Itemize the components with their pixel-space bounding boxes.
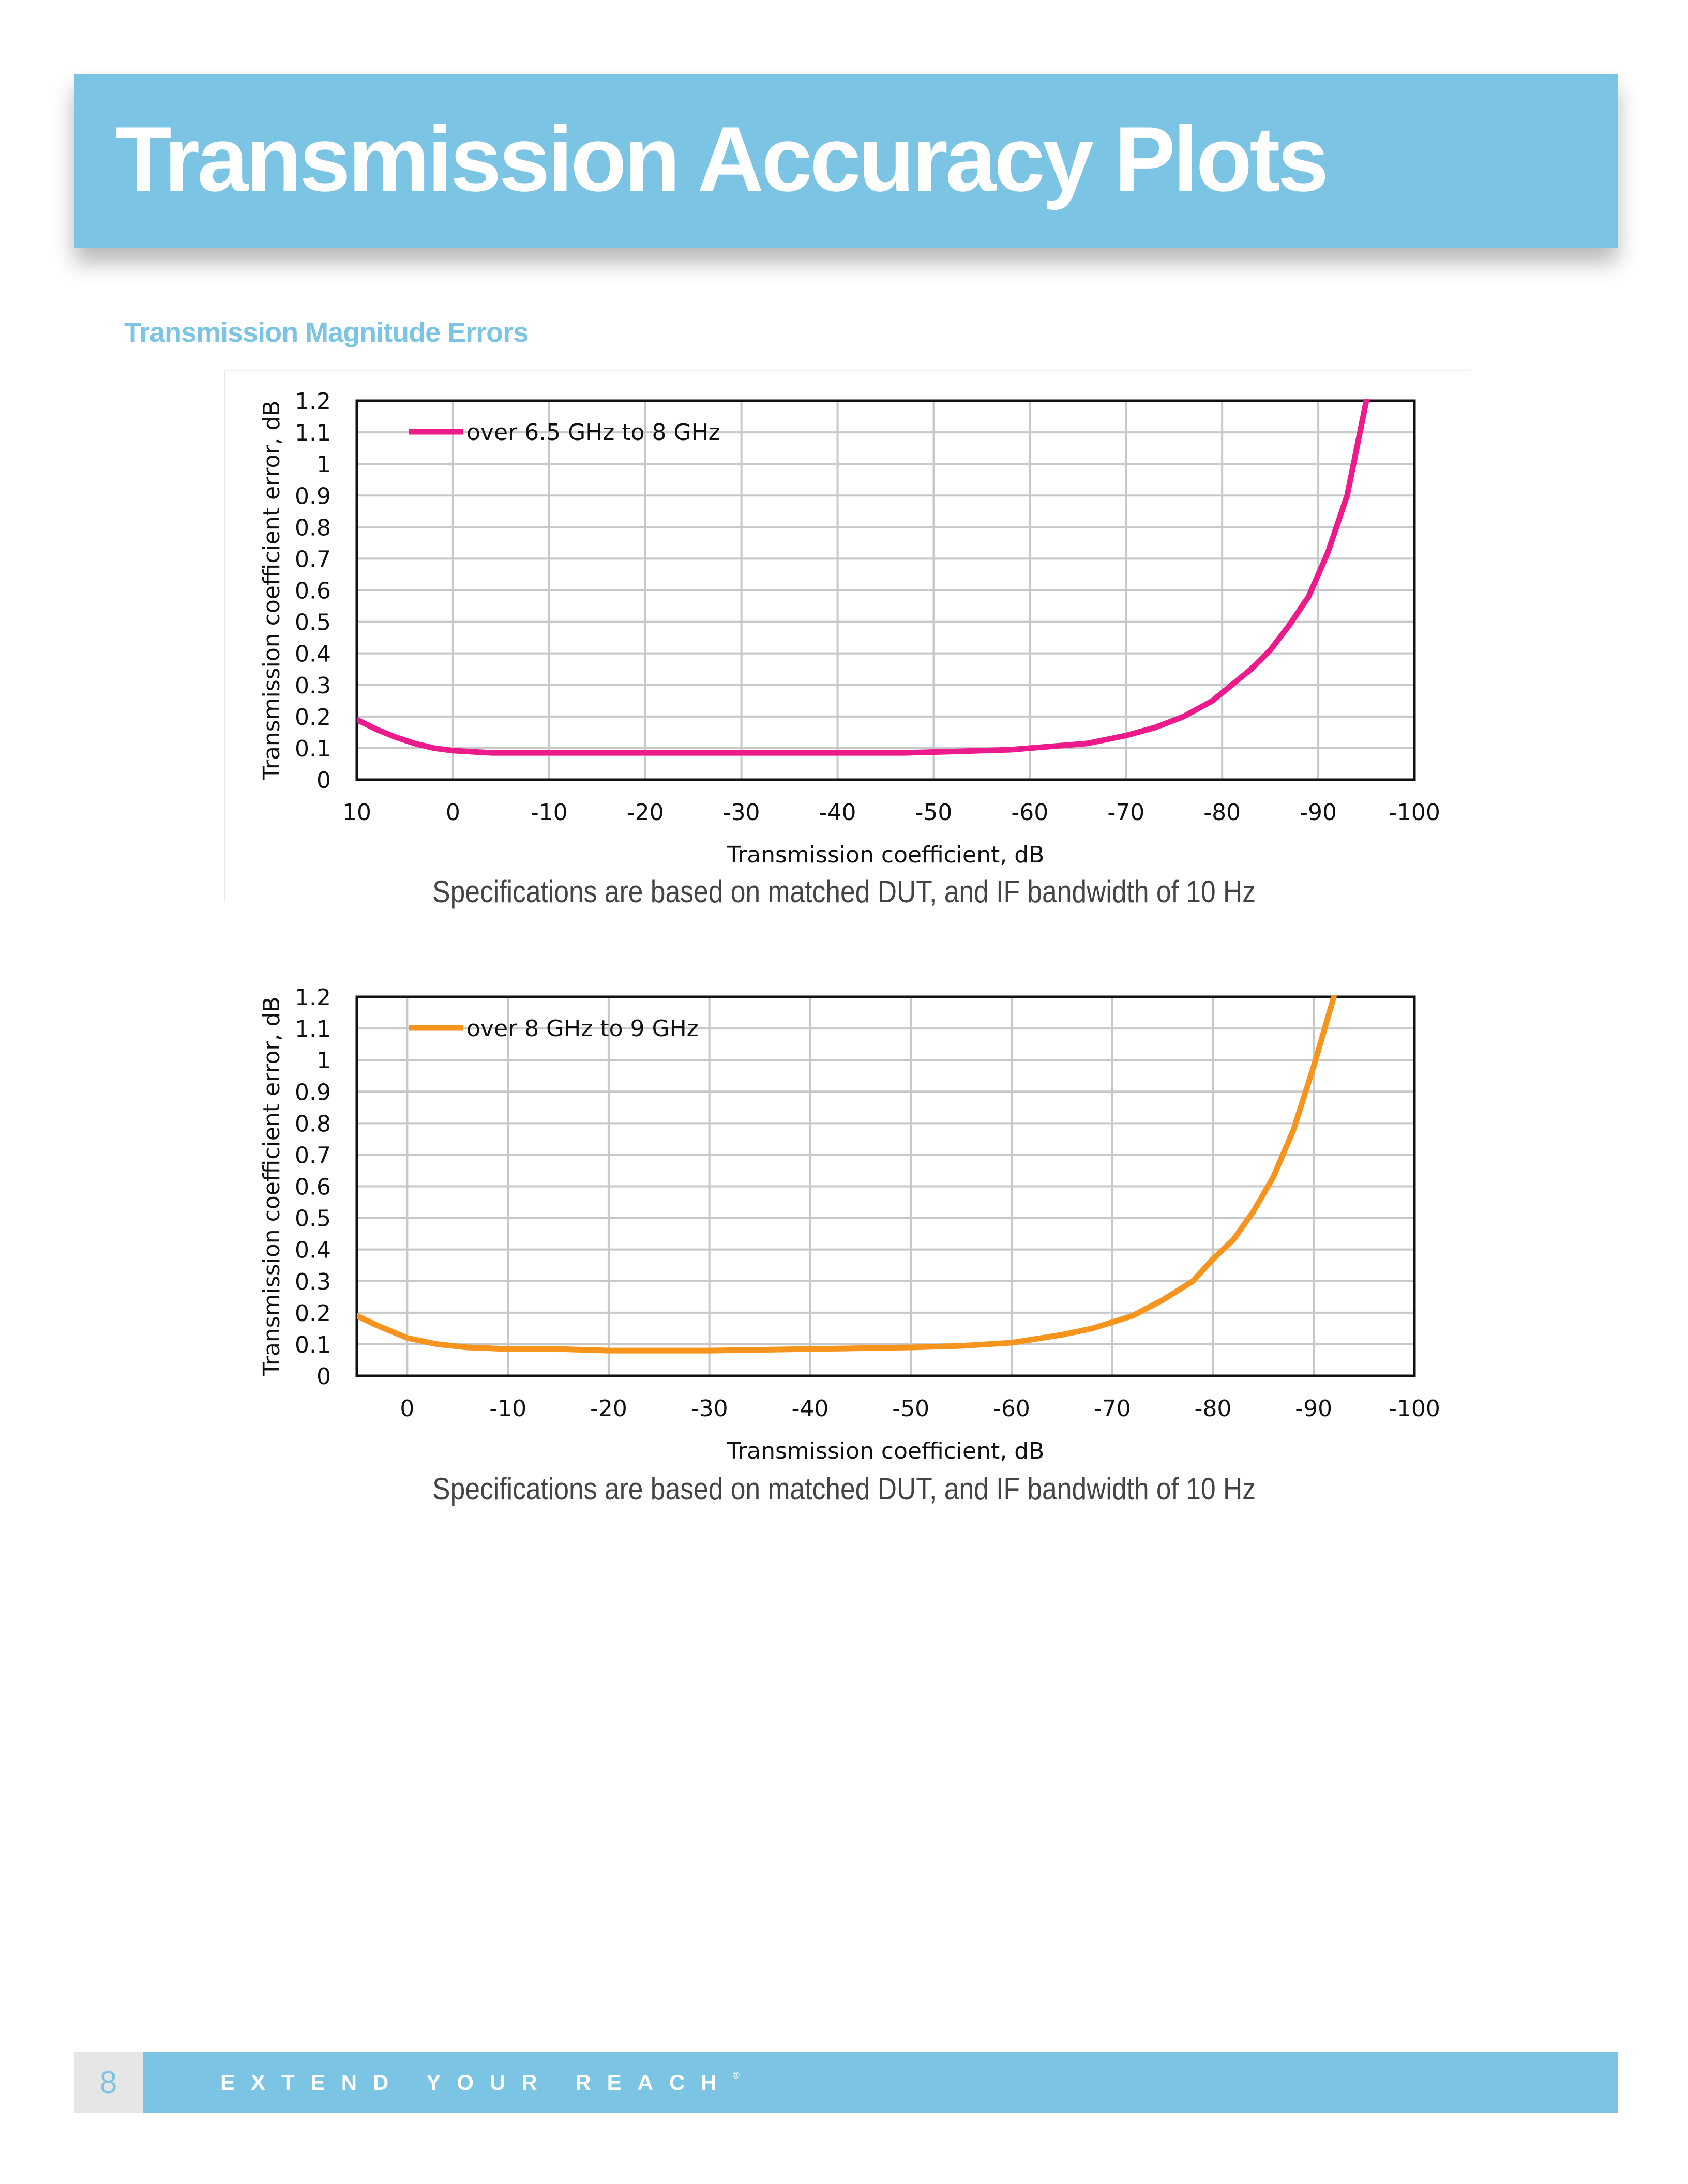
- x-tick-label: 0: [446, 799, 460, 826]
- chart-2-caption: Specifications are based on matched DUT,…: [432, 1472, 1256, 1506]
- series-line: [357, 995, 1337, 1354]
- y-tick-label: 0.3: [295, 673, 331, 699]
- y-tick-label: 0.5: [295, 1206, 331, 1232]
- chart-1-caption: Specifications are based on matched DUT,…: [432, 874, 1256, 909]
- y-tick-label: 1.1: [295, 420, 331, 446]
- section-heading: Transmission Magnitude Errors: [124, 317, 529, 348]
- y-tick-label: 0.2: [295, 704, 331, 731]
- chart-transmission-8-9ghz: 0 0.1 0.2 0.3 0.4 0.5 0.6 0.7 0.8 0.9 1 1.1 1.2 0 -10 -…: [259, 984, 1440, 1464]
- y-tick-label: 0.4: [295, 1237, 331, 1264]
- series-line: [357, 399, 1369, 756]
- y-tick-label: 0.5: [295, 610, 331, 636]
- plot-area-border: [355, 995, 1416, 1377]
- chart-frame-border-top: [224, 370, 1470, 371]
- x-tick-label: -10: [489, 1396, 526, 1422]
- y-tick-label: 0.1: [295, 736, 331, 762]
- registered-mark: ®: [732, 2070, 740, 2081]
- x-tick-label: -90: [1295, 1396, 1332, 1422]
- y-tick-label: 0.4: [295, 641, 331, 668]
- x-tick-label: -60: [1011, 799, 1048, 826]
- y-tick-label: 1.2: [295, 388, 331, 415]
- y-tick-label: 1: [317, 451, 331, 478]
- page-title: Transmission Accuracy Plots: [115, 108, 1329, 210]
- plot-area-border: [355, 399, 1416, 781]
- y-tick-label: 0.1: [295, 1332, 331, 1358]
- x-tick-label: -40: [819, 799, 856, 826]
- y-tick-label: 0.9: [295, 1079, 331, 1105]
- y-tick-label: 0.6: [295, 1174, 331, 1201]
- footer-tagline: EXTEND YOUR REACH®: [220, 2070, 740, 2095]
- y-tick-label: 0.3: [295, 1269, 331, 1295]
- page-number: 8: [74, 2052, 143, 2113]
- x-tick-label: -30: [723, 799, 760, 826]
- x-tick-label: -100: [1389, 799, 1440, 826]
- y-tick-label: 0.6: [295, 578, 331, 604]
- x-tick-label: -80: [1203, 799, 1241, 826]
- x-tick-label: -60: [993, 1396, 1030, 1422]
- y-tick-label: 0.9: [295, 483, 331, 509]
- x-tick-label: -50: [892, 1396, 929, 1422]
- y-tick-label: 0.2: [295, 1300, 331, 1327]
- x-tick-label: -10: [531, 799, 568, 826]
- x-tick-label: -70: [1107, 799, 1144, 826]
- x-tick-label: -20: [590, 1396, 627, 1422]
- y-tick-label: 1.1: [295, 1016, 331, 1042]
- y-tick-label: 0.7: [295, 546, 331, 572]
- y-axis-label: Transmission coefficient error, dB: [259, 400, 285, 780]
- x-axis-label: Transmission coefficient, dB: [727, 842, 1045, 868]
- y-tick-label: 0.7: [295, 1142, 331, 1169]
- x-tick-label: -30: [691, 1396, 728, 1422]
- chart-frame-border: [224, 370, 225, 902]
- x-tick-label: -100: [1389, 1396, 1440, 1422]
- title-banner: Transmission Accuracy Plots: [74, 74, 1618, 248]
- x-tick-label: -90: [1300, 799, 1337, 826]
- x-tick-label: -20: [627, 799, 664, 826]
- x-tick-label: 10: [342, 799, 371, 826]
- y-tick-label: 1.2: [295, 984, 331, 1011]
- x-tick-label: 0: [400, 1396, 414, 1422]
- x-tick-label: -80: [1195, 1396, 1232, 1422]
- x-tick-label: -70: [1094, 1396, 1131, 1422]
- footer-tagline-text: EXTEND YOUR REACH: [220, 2070, 733, 2095]
- x-tick-label: -50: [915, 799, 953, 826]
- legend-label: over 6.5 GHz to 8 GHz: [466, 419, 720, 446]
- x-axis-label: Transmission coefficient, dB: [727, 1438, 1045, 1464]
- y-tick-label: 0.8: [295, 514, 331, 541]
- y-axis-label: Transmission coefficient error, dB: [259, 996, 285, 1376]
- footer-band: EXTEND YOUR REACH®: [143, 2052, 1618, 2113]
- legend-label: over 8 GHz to 9 GHz: [466, 1015, 699, 1042]
- x-tick-label: -40: [791, 1396, 828, 1422]
- chart-transmission-6p5-8ghz: 0 0.1 0.2 0.3 0.4 0.5 0.6 0.7 0.8 0.9 1 1.1 1.2 10 0 -1…: [259, 388, 1440, 868]
- y-tick-label: 0: [317, 1363, 331, 1390]
- y-tick-label: 0.8: [295, 1111, 331, 1137]
- y-tick-label: 1: [317, 1048, 331, 1074]
- y-tick-label: 0: [317, 767, 331, 794]
